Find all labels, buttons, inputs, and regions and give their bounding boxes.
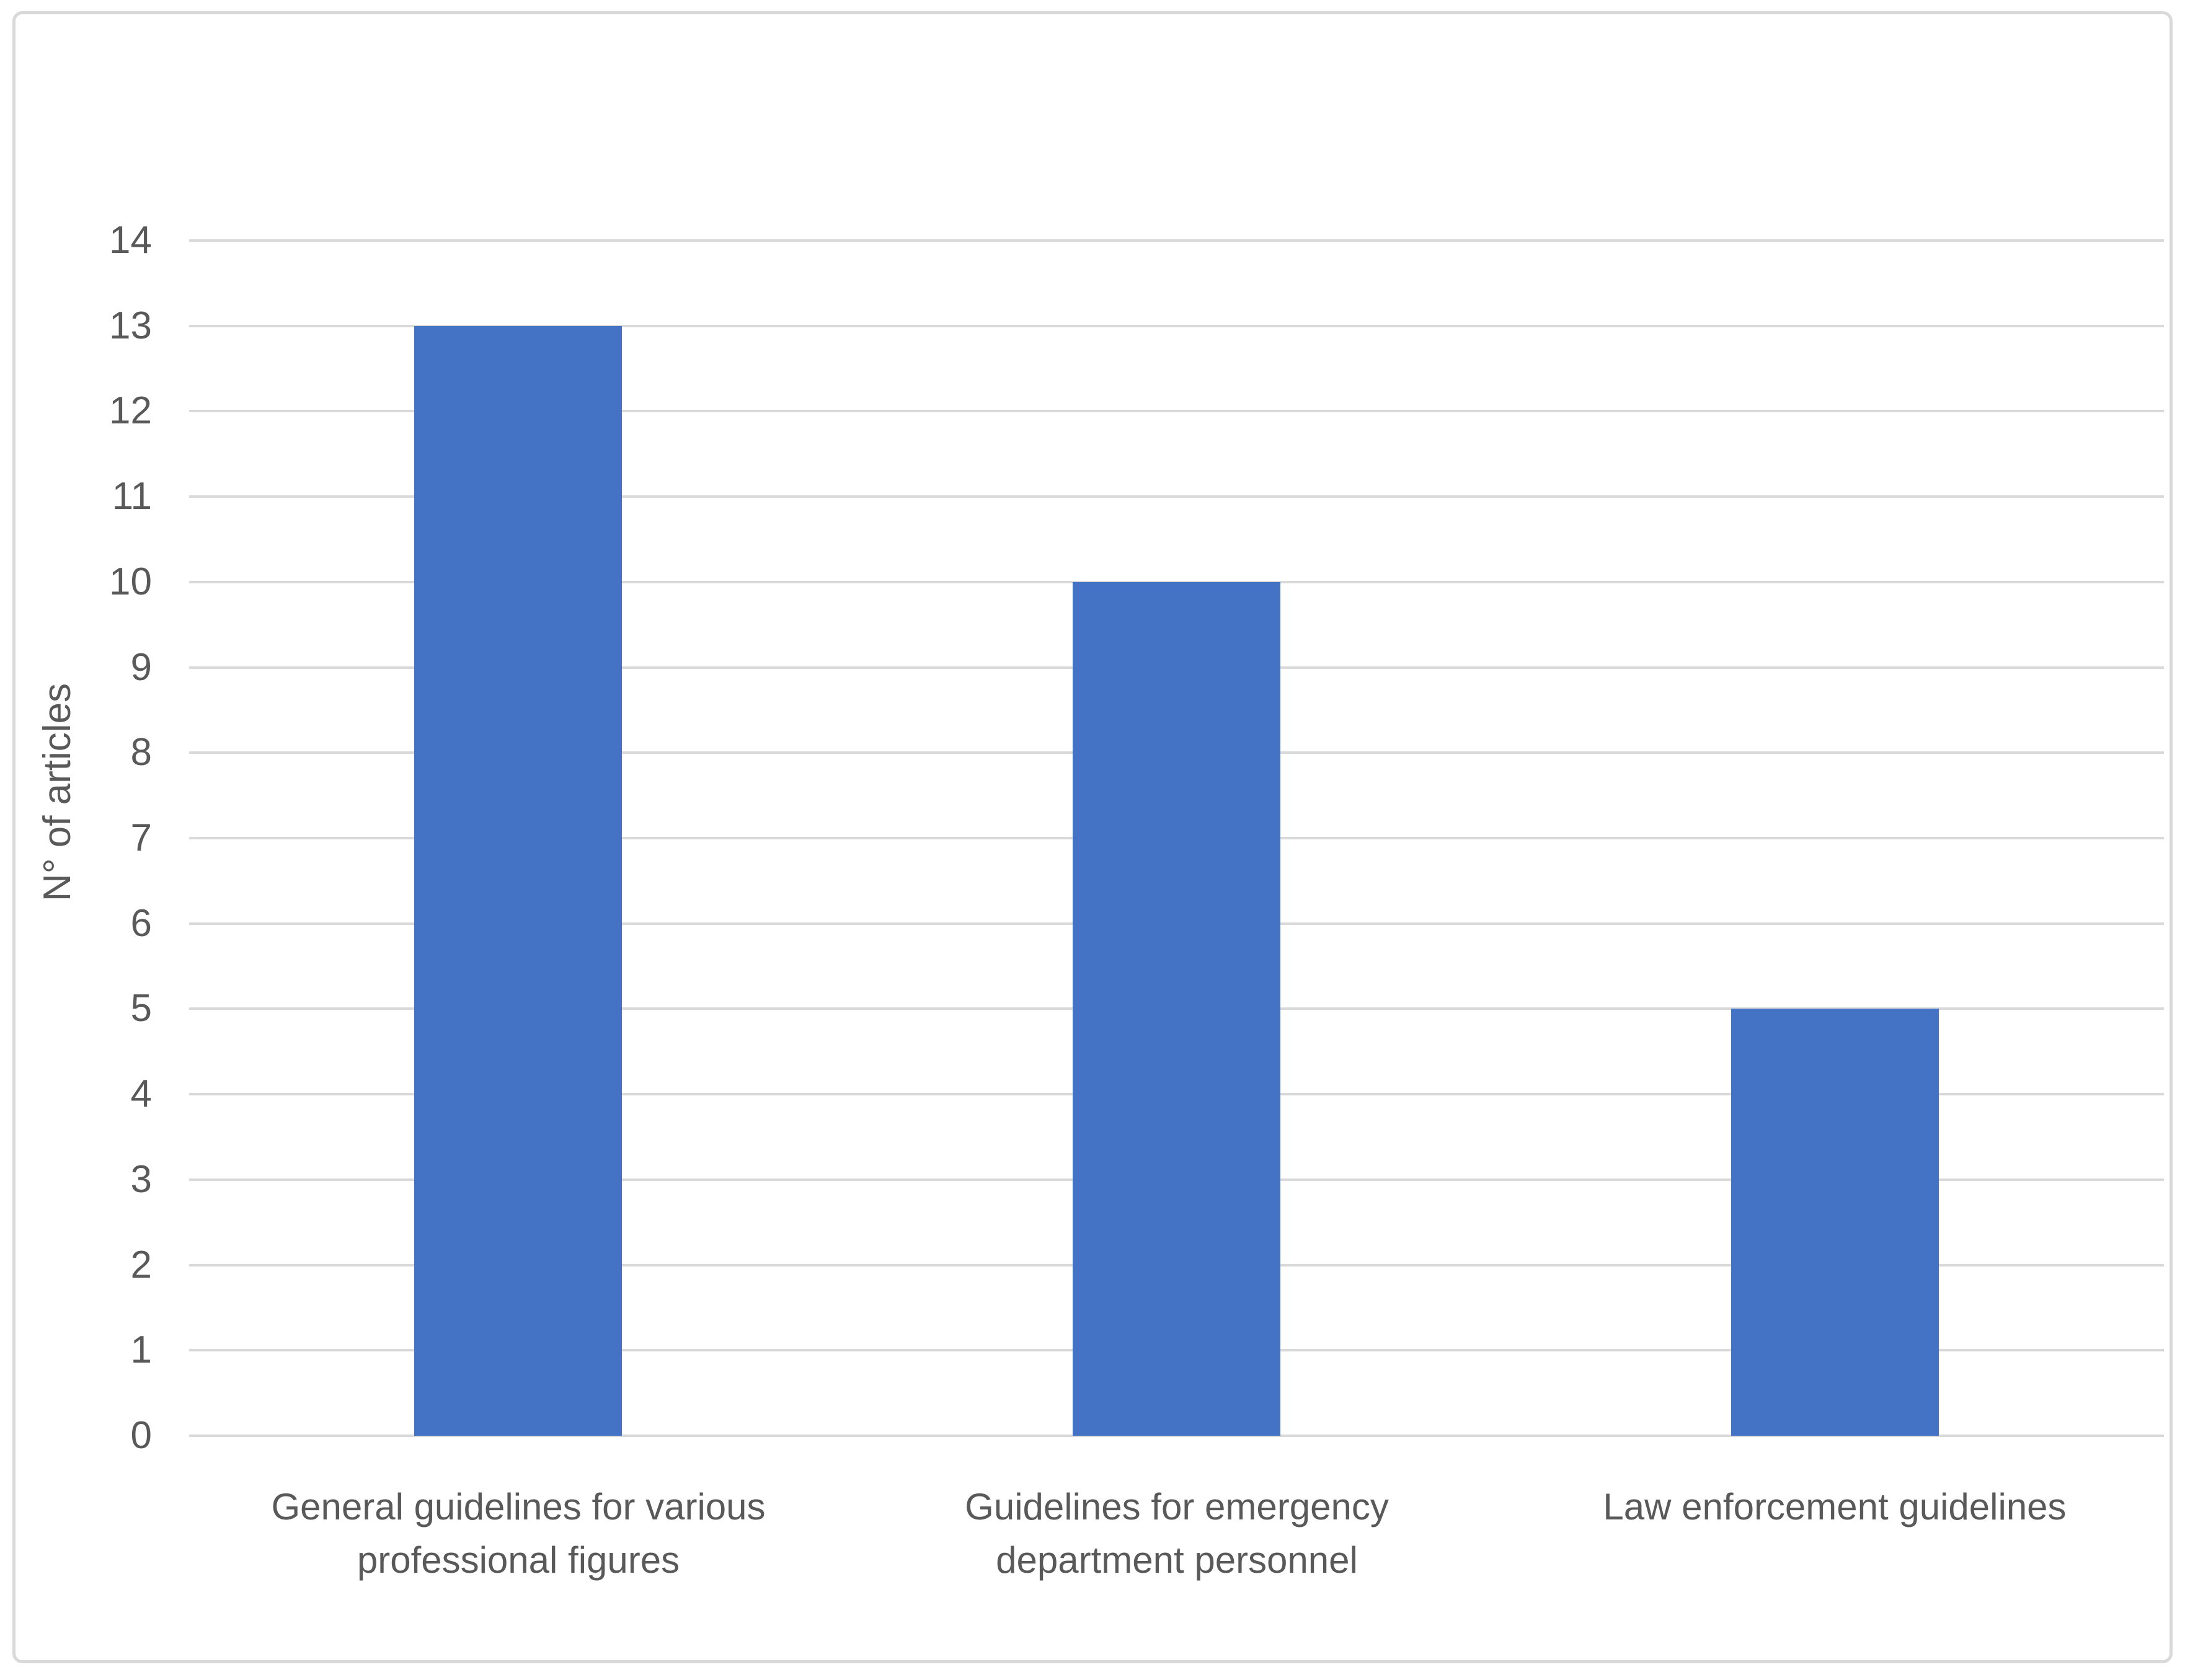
category-label-2: Guidelines for emergency department pers… <box>965 1486 1389 1581</box>
y-tick-label: 3 <box>130 1157 152 1201</box>
bar-3 <box>1731 1009 1939 1436</box>
y-tick-label: 4 <box>130 1072 152 1116</box>
chart-frame: N° of articles 0 1 2 3 4 5 6 7 8 9 10 11 12 13 14 Gener… <box>12 11 2173 1663</box>
gridline <box>189 239 2164 242</box>
gridline <box>189 495 2164 498</box>
y-tick-label: 14 <box>109 219 152 262</box>
y-tick-label: 8 <box>130 731 152 774</box>
y-tick-label: 1 <box>130 1329 152 1372</box>
gridline <box>189 580 2164 583</box>
y-tick-label: 9 <box>130 645 152 689</box>
y-tick-label: 12 <box>109 389 152 433</box>
y-tick-label: 13 <box>109 304 152 347</box>
gridline <box>189 1435 2164 1437</box>
y-tick-label: 2 <box>130 1243 152 1286</box>
y-tick-label: 6 <box>130 901 152 945</box>
category-label-3: Law enforcement guidelines <box>1603 1486 2067 1527</box>
y-axis-title: N° of articles <box>36 683 79 902</box>
y-tick-label: 10 <box>109 560 152 603</box>
gridline <box>189 324 2164 327</box>
y-tick-label: 5 <box>130 987 152 1030</box>
y-tick-label: 11 <box>112 475 152 518</box>
bar-2 <box>1073 582 1280 1436</box>
y-tick-label: 0 <box>130 1414 152 1457</box>
gridline <box>189 410 2164 413</box>
y-tick-label: 7 <box>130 816 152 859</box>
category-label-1: General guidelines for various professio… <box>271 1486 766 1581</box>
plot-area: 0 1 2 3 4 5 6 7 8 9 10 11 12 13 14 General guidelines f… <box>109 221 2164 1581</box>
bar-1 <box>414 326 622 1436</box>
